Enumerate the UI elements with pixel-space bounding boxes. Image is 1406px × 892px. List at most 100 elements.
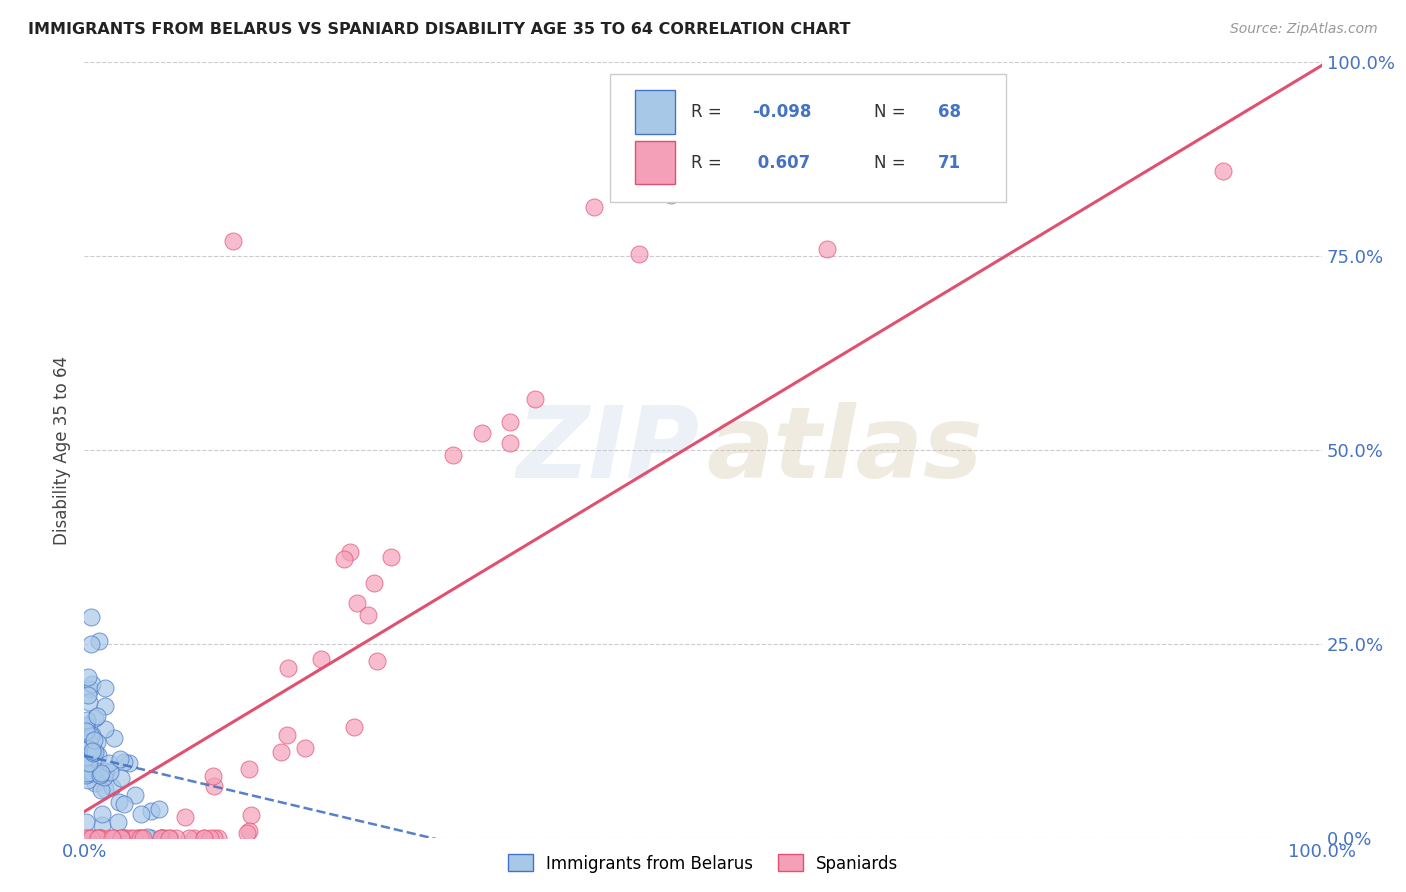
Point — [238, 762, 260, 776]
Point — [93, 722, 115, 736]
Point — [86, 709, 108, 723]
Point — [76, 831, 98, 846]
Point — [94, 782, 117, 797]
Point — [976, 156, 998, 170]
Point — [165, 831, 187, 846]
Point — [83, 733, 105, 747]
Point — [294, 741, 316, 756]
Point — [380, 550, 402, 565]
Point — [124, 788, 146, 802]
Point — [120, 831, 142, 846]
Point — [75, 815, 97, 830]
Point — [676, 137, 699, 152]
Point — [80, 677, 103, 691]
Point — [628, 247, 651, 261]
Point — [277, 660, 299, 674]
Point — [471, 425, 494, 440]
Point — [86, 831, 108, 846]
Point — [77, 760, 100, 774]
Point — [97, 756, 120, 770]
Point — [139, 831, 162, 846]
Text: N =: N = — [873, 153, 911, 171]
Point — [103, 831, 125, 846]
Point — [583, 200, 606, 214]
Point — [83, 711, 105, 725]
Point — [117, 831, 139, 846]
Point — [309, 652, 332, 666]
Point — [101, 780, 124, 794]
Point — [89, 633, 111, 648]
Point — [149, 831, 172, 846]
Point — [110, 831, 132, 846]
Point — [82, 728, 104, 742]
Point — [346, 596, 368, 610]
Point — [129, 831, 152, 846]
Text: ZIP: ZIP — [516, 402, 699, 499]
Point — [75, 723, 97, 738]
Point — [270, 745, 292, 759]
Point — [441, 448, 464, 462]
Point — [159, 831, 181, 846]
Point — [157, 831, 180, 846]
Point — [79, 681, 101, 696]
FancyBboxPatch shape — [636, 141, 675, 185]
Point — [177, 831, 200, 846]
Point — [198, 831, 221, 846]
Point — [80, 831, 103, 846]
Point — [90, 831, 112, 846]
Point — [201, 769, 224, 783]
Point — [94, 699, 117, 714]
Text: 0.607: 0.607 — [752, 153, 811, 171]
Point — [79, 610, 101, 624]
Point — [363, 576, 385, 591]
Point — [356, 608, 378, 623]
Point — [236, 826, 259, 840]
Point — [366, 654, 388, 668]
Point — [75, 718, 97, 732]
Point — [339, 545, 361, 559]
Point — [77, 756, 100, 771]
Point — [183, 831, 205, 846]
Point — [91, 818, 114, 832]
Point — [80, 831, 103, 846]
Point — [499, 435, 522, 450]
Point — [174, 810, 197, 824]
Point — [76, 831, 98, 846]
Point — [122, 831, 145, 846]
Point — [222, 234, 245, 248]
Point — [80, 744, 103, 758]
Point — [82, 766, 104, 780]
Point — [127, 831, 149, 846]
Point — [89, 831, 111, 846]
Point — [110, 772, 132, 786]
Point — [77, 741, 100, 756]
Point — [93, 770, 115, 784]
Point — [824, 94, 846, 108]
Text: -0.098: -0.098 — [752, 103, 811, 121]
Point — [238, 823, 260, 838]
Point — [90, 783, 112, 797]
Point — [111, 831, 134, 846]
Point — [129, 831, 152, 846]
Text: 68: 68 — [938, 103, 962, 121]
Point — [77, 696, 100, 710]
Point — [150, 831, 173, 846]
Point — [107, 795, 129, 809]
Point — [202, 831, 225, 846]
Point — [276, 728, 298, 742]
Point — [77, 772, 100, 787]
Text: IMMIGRANTS FROM BELARUS VS SPANIARD DISABILITY AGE 35 TO 64 CORRELATION CHART: IMMIGRANTS FROM BELARUS VS SPANIARD DISA… — [28, 22, 851, 37]
Point — [129, 807, 152, 822]
Point — [135, 830, 157, 844]
Point — [80, 729, 103, 743]
Point — [76, 765, 98, 780]
Point — [76, 670, 98, 684]
FancyBboxPatch shape — [610, 74, 1007, 202]
Point — [150, 831, 173, 846]
Point — [129, 831, 152, 846]
Point — [94, 764, 117, 778]
Point — [86, 734, 108, 748]
Point — [90, 807, 112, 822]
Point — [815, 242, 838, 256]
Text: 71: 71 — [938, 153, 962, 171]
